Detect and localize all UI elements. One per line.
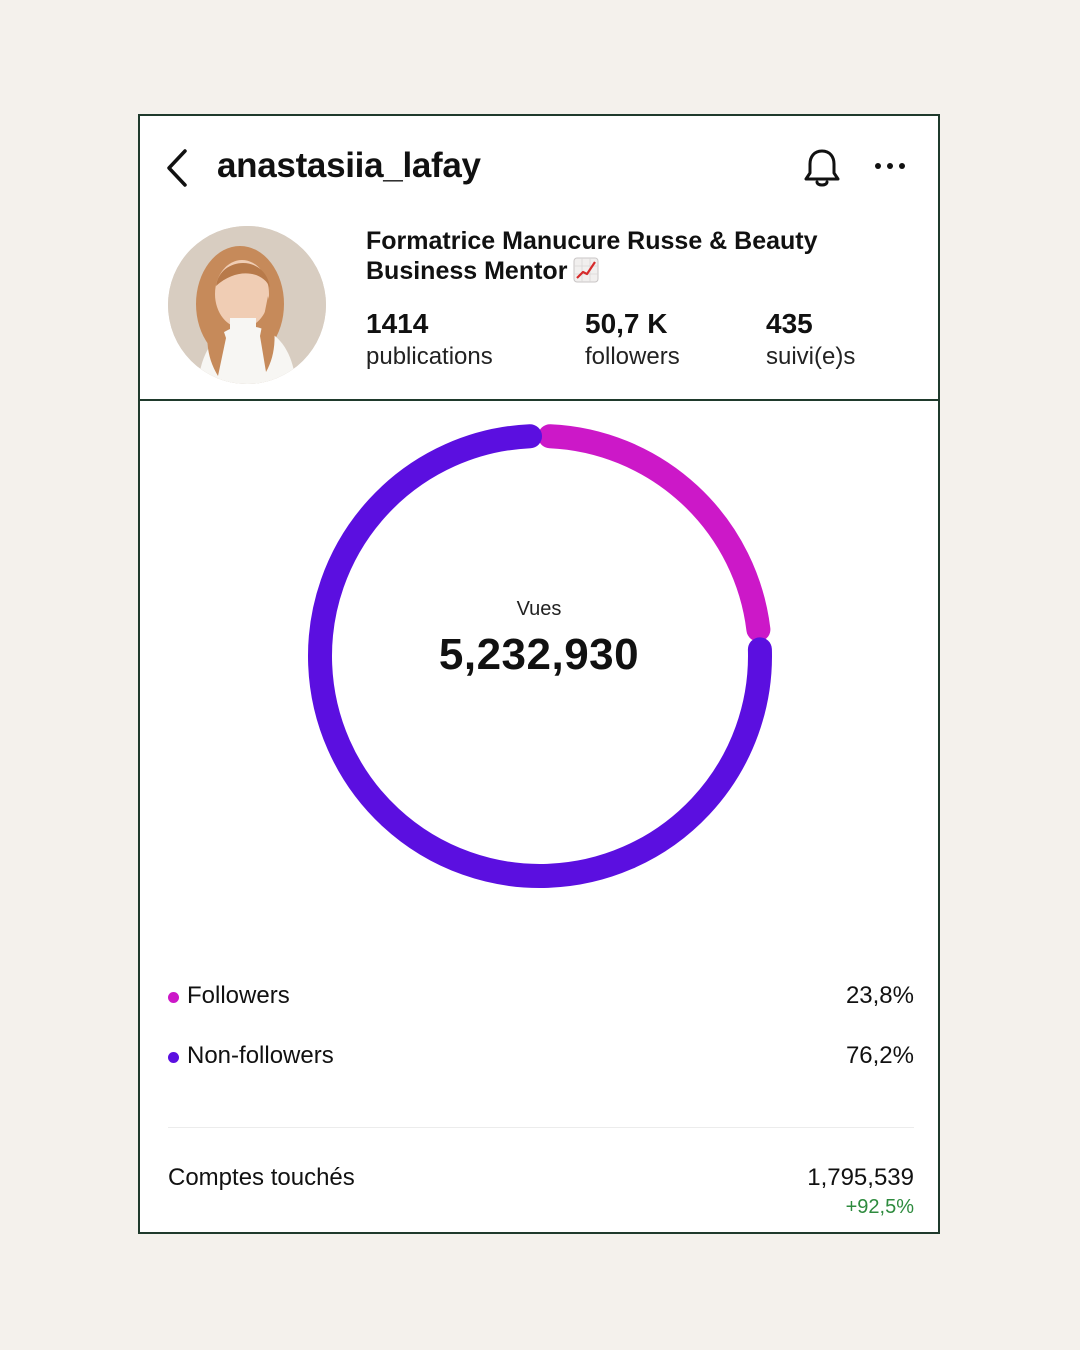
stat-label: publications: [366, 343, 493, 370]
chart-increasing-emoji-icon: [573, 257, 599, 283]
back-arrow-icon: [167, 149, 187, 187]
legend-followers: Followers 23,8%: [168, 980, 914, 1014]
stat-label: followers: [585, 343, 680, 370]
avatar-photo: [168, 226, 326, 384]
bio-line-2: Business Mentor: [366, 257, 568, 285]
stat-publications[interactable]: 1414 publications: [366, 308, 493, 374]
insights-card: anastasiia_lafay Format: [138, 114, 940, 1234]
back-button[interactable]: [158, 146, 198, 190]
top-bar: anastasiia_lafay: [140, 116, 938, 216]
donut-center-value: 5,232,930: [438, 630, 640, 679]
reached-label: Comptes touchés: [168, 1164, 355, 1191]
stat-value: 1414: [366, 308, 429, 339]
profile-bio: Formatrice Manucure Russe & Beauty Busin…: [366, 226, 906, 286]
accounts-reached-row[interactable]: Comptes touchés 1,795,539 +92,5%: [168, 1162, 914, 1222]
stat-label: suivi(e)s: [766, 343, 856, 370]
stat-following[interactable]: 435 suivi(e)s: [766, 308, 855, 374]
stat-followers[interactable]: 50,7 K followers: [585, 308, 680, 374]
notifications-button[interactable]: [800, 146, 844, 190]
reached-value: 1,795,539: [807, 1164, 914, 1191]
legend-label: Followers: [187, 982, 290, 1009]
stat-value: 50,7 K: [585, 308, 668, 339]
list-divider: [168, 1127, 914, 1128]
legend-non-followers: Non-followers 76,2%: [168, 1040, 914, 1074]
legend-dot: [168, 1052, 179, 1063]
stat-value: 435: [766, 308, 813, 339]
bio-line-1: Formatrice Manucure Russe & Beauty: [366, 227, 818, 255]
legend-label: Non-followers: [187, 1042, 334, 1069]
more-icon: [875, 163, 905, 169]
more-options-button[interactable]: [870, 154, 910, 178]
donut-segment-followers: [537, 424, 771, 642]
donut-segment-non-followers: [308, 424, 772, 888]
avatar[interactable]: [168, 226, 326, 384]
legend-value: 23,8%: [845, 982, 914, 1009]
views-donut-chart: [308, 424, 772, 888]
reached-change: +92,5%: [845, 1196, 914, 1218]
section-divider: [140, 399, 938, 401]
bell-icon: [804, 149, 840, 187]
profile-username: anastasiia_lafay: [217, 146, 481, 185]
donut-center-label: Vues: [516, 598, 562, 620]
bio-line-2-wrap: Business Mentor: [366, 256, 906, 286]
legend-dot: [168, 992, 179, 1003]
legend-value: 76,2%: [845, 1042, 914, 1069]
